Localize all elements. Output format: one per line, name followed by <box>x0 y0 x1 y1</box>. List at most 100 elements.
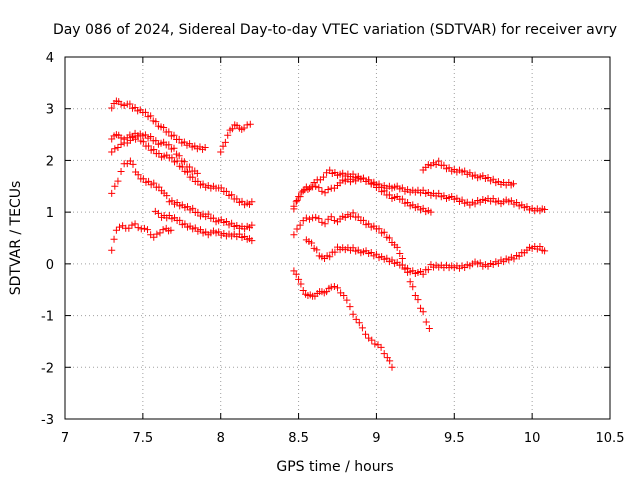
data-point <box>371 340 379 348</box>
data-point <box>302 214 310 222</box>
data-point <box>358 324 366 332</box>
data-point <box>541 247 549 255</box>
data-point <box>318 218 326 226</box>
data-point <box>315 184 323 192</box>
axis-ticks: 7 7.5 8 8.5 9 9.5 10 10.5 -3 -2 -1 0 1 2 3 4 <box>41 51 624 446</box>
data-point <box>292 198 300 206</box>
data-point <box>355 319 363 327</box>
data-point <box>144 226 152 234</box>
data-point <box>126 100 134 108</box>
data-point <box>290 231 298 239</box>
chart-title: Day 086 of 2024, Sidereal Day-to-day VTE… <box>53 22 617 38</box>
data-point <box>370 180 378 188</box>
data-point <box>422 318 430 326</box>
data-point <box>352 315 360 323</box>
data-point <box>117 134 125 142</box>
data-point <box>155 150 163 158</box>
data-point <box>141 108 149 116</box>
data-point <box>398 261 406 269</box>
data-point <box>349 310 357 318</box>
series-arc-6 <box>151 207 256 245</box>
data-point <box>163 192 171 200</box>
data-point <box>321 189 329 197</box>
data-point <box>380 228 388 236</box>
data-point <box>201 144 209 151</box>
data-point <box>147 133 155 141</box>
data-point <box>354 213 362 221</box>
y-tick-label: -1 <box>41 310 54 325</box>
data-point <box>156 229 164 237</box>
data-point <box>427 208 435 216</box>
data-point <box>375 183 383 191</box>
series-arc-10 <box>419 157 517 189</box>
x-tick-label: 9 <box>372 431 380 446</box>
data-point <box>139 175 147 183</box>
data-point <box>536 242 544 250</box>
data-point <box>295 275 303 283</box>
data-point <box>293 197 301 205</box>
data-point <box>340 292 348 300</box>
data-point <box>308 239 316 247</box>
data-point <box>108 148 116 156</box>
data-point <box>309 183 317 191</box>
data-point <box>111 182 119 190</box>
data-point <box>515 252 523 260</box>
data-point <box>248 221 256 229</box>
data-point <box>349 209 357 217</box>
data-point <box>140 224 148 232</box>
data-point <box>330 283 338 291</box>
data-point <box>293 225 301 233</box>
data-point <box>173 157 181 165</box>
data-point <box>125 224 133 232</box>
data-point <box>150 145 158 153</box>
data-point <box>108 189 116 197</box>
data-point <box>541 206 549 214</box>
series-arc-8 <box>290 166 549 215</box>
y-tick-label: 0 <box>46 258 54 273</box>
data-point <box>380 187 388 195</box>
series-arc-2 <box>217 120 254 156</box>
data-point <box>362 330 370 338</box>
data-point <box>116 223 123 231</box>
data-point <box>296 193 304 201</box>
data-point <box>145 142 153 150</box>
data-point <box>150 179 158 187</box>
data-point <box>189 204 197 212</box>
data-point <box>194 177 202 185</box>
data-point <box>108 246 116 254</box>
data-point <box>396 250 404 258</box>
plot-frame <box>64 56 611 420</box>
data-point <box>388 363 396 371</box>
data-point <box>398 255 406 263</box>
y-tick-label: 1 <box>46 206 54 221</box>
data-point <box>219 142 227 150</box>
data-point <box>152 118 160 126</box>
series-arc-9 <box>290 174 435 216</box>
data-point <box>312 182 320 190</box>
data-point <box>296 221 304 229</box>
data-point <box>419 270 427 278</box>
data-point <box>189 173 197 181</box>
data-point <box>248 237 256 245</box>
data-point <box>393 243 401 251</box>
data-point <box>313 246 321 254</box>
x-tick-label: 8.5 <box>288 431 309 446</box>
data-point <box>147 112 155 120</box>
data-point <box>153 230 161 238</box>
data-point <box>134 171 142 179</box>
data-point <box>331 248 339 256</box>
data-point <box>368 336 376 344</box>
x-tick-label: 7 <box>61 431 69 446</box>
data-point <box>305 184 313 192</box>
data-points <box>108 97 549 371</box>
data-point <box>233 195 241 203</box>
data-point <box>193 169 201 177</box>
series-arc-4 <box>108 132 256 209</box>
data-point <box>159 226 167 234</box>
data-point <box>183 168 191 176</box>
data-point <box>137 225 145 233</box>
data-point <box>417 304 425 312</box>
data-point <box>509 180 517 188</box>
